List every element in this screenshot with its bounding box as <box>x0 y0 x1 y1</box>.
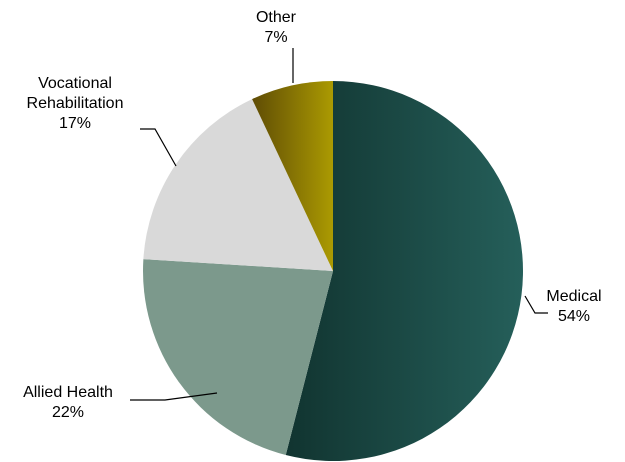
slice-value-label-other: 7% <box>264 29 287 46</box>
pie-slice-medical <box>285 81 523 461</box>
pie-slice-allied-health <box>143 259 333 456</box>
slice-name-label-allied-health: Allied Health <box>23 384 113 401</box>
leader-line-vocational-rehabilitation <box>140 128 177 167</box>
slice-label-allied-health: Allied Health 22% <box>23 384 113 421</box>
slice-value-label-allied-health: 22% <box>52 404 84 421</box>
slice-label-other: Other 7% <box>256 9 297 46</box>
slice-name-label-medical: Medical <box>546 288 601 305</box>
leader-line-allied-health <box>130 392 218 401</box>
slice-label-vocational-rehabilitation: Vocational Rehabilitation 17% <box>27 75 124 132</box>
leader-line-medical <box>524 295 548 314</box>
slices-layer <box>143 81 523 461</box>
slice-value-label-vocational-rehabilitation: 17% <box>59 115 91 132</box>
pie-slice-other <box>252 81 333 271</box>
slice-name-label-vocational-rehabilitation: Vocational <box>38 75 112 92</box>
slice-name-label-other: Other <box>256 9 297 26</box>
labels-layer: Medical 54% Allied Health 22% Vocational Reha… <box>23 9 601 421</box>
leader-lines-layer <box>130 48 548 401</box>
slice-value-label-medical: 54% <box>558 308 590 325</box>
slice-name-label-vocational-rehabilitation: Rehabilitation <box>27 95 124 112</box>
pie-slice-vocational-rehabilitation <box>143 99 333 272</box>
slice-label-medical: Medical 54% <box>546 288 601 325</box>
